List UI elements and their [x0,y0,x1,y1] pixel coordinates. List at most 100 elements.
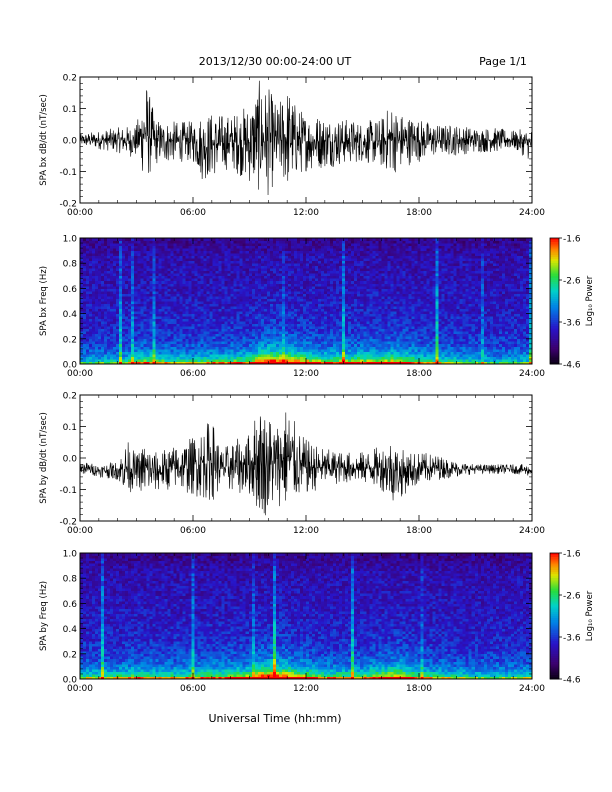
spectrogram-cell [302,313,307,317]
spectrogram-cell [224,275,229,279]
spectrogram-cell [191,283,195,287]
spectrogram-cell [98,303,102,307]
spectrogram-cell [324,326,328,330]
spectrogram-cell [152,353,156,357]
spectrogram-cell [221,333,226,337]
spectrogram-cell [239,295,244,299]
spectrogram-cell [161,253,165,257]
spectrogram-cell [357,316,361,320]
spectrogram-cell [239,248,244,251]
spectrogram-cell [348,278,352,282]
spectrogram-cell [248,346,253,350]
spectrogram-cell [339,343,343,347]
spectrogram-cell [309,328,313,332]
spectrogram-cell [257,351,262,355]
spectrogram-cell [236,336,241,340]
spectrogram-cell [339,326,343,330]
spectrogram-cell [212,346,216,350]
spectrogram-cell [257,316,262,320]
spectrogram-cell [348,308,352,312]
spectrogram-cell [351,253,355,257]
spectrogram-cell [119,278,123,282]
spectrogram-cell [182,288,186,292]
spectrogram-cell [86,285,90,289]
spectrogram-cell [306,283,310,287]
spectrogram-cell [248,308,253,312]
spectrogram-cell [266,285,271,289]
spectrogram-cell [281,356,286,360]
spectrogram-cell [324,270,328,274]
spectrogram-cell [233,333,238,337]
spectrogram-cell [327,336,331,340]
spectrogram-cell [152,326,156,330]
spectrogram-cell [110,278,114,282]
spectrogram-cell [149,351,153,355]
spectrogram-cell [278,303,283,307]
spectrogram-cell [336,328,340,332]
spectrogram-cell [224,303,229,307]
spectrogram-cell [95,306,99,309]
spectrogram-cell [89,333,93,337]
spectrogram-cell [287,303,292,307]
spectrogram-cell [293,351,298,355]
spectrogram-cell [143,313,147,317]
spectrogram-cell [321,333,325,337]
spectrogram-cell [318,290,322,294]
spectrogram-cell [131,295,135,299]
spectrogram-cell [86,318,90,322]
spectrogram-cell [348,336,352,340]
spectrogram-cell [182,298,186,302]
spectrogram-cell [146,283,150,287]
spectrogram-cell [206,353,210,357]
spectrogram-cell [266,255,271,259]
spectrogram-cell [188,301,192,304]
spectrogram-cell [209,270,213,274]
spectrogram-cell [351,348,355,352]
spectrogram-cell [269,275,274,279]
spectrogram-cell [366,311,370,314]
spectrogram-cell [351,358,355,362]
spectrogram-cell [182,318,186,322]
spectrogram-cell [315,348,319,352]
spectrogram-cell [176,290,180,294]
spectrogram-cell [336,243,340,246]
spectrogram-cell [209,303,213,307]
spectrogram-cell [315,338,319,342]
spectrogram-cell [315,313,319,317]
spectrogram-cell [95,356,99,360]
spectrogram-cell [269,258,274,262]
spectrogram-cell [113,263,117,267]
spectrogram-cell [321,303,325,307]
spectrogram-cell [236,238,241,241]
spectrogram-cell [143,341,147,345]
spectrogram-cell [236,341,241,345]
spectrogram-cell [227,275,232,279]
spectrogram-cell [227,265,232,269]
spectrogram-cell [203,258,207,262]
spectrogram-cell [230,270,235,274]
spectrogram-cell [143,358,147,362]
spectrogram-cell [95,313,99,317]
spectrogram-cell [143,311,147,314]
spectrogram-cell [179,238,183,241]
spectrogram-cell [366,318,370,322]
spectrogram-cell [173,311,177,314]
spectrogram-cell [354,323,358,327]
spectrogram-cell [182,326,186,330]
spectrogram-cell [309,361,313,365]
spectrogram-cell [167,298,171,302]
spectrogram-cell [143,328,147,332]
spectrogram-cell [158,253,162,257]
spectrogram-cell [125,328,129,332]
spectrogram-cell [336,333,340,337]
spectrogram-cell [200,326,204,330]
spectrogram-cell [263,358,268,362]
spectrogram-cell [191,323,195,327]
spectrogram-cell [206,263,210,267]
spectrogram-cell [357,290,361,294]
spectrogram-cell [254,313,259,317]
spectrogram-cell [366,343,370,347]
spectrogram-cell [125,336,129,340]
spectrogram-cell [203,278,207,282]
spectrogram-cell [263,308,268,312]
